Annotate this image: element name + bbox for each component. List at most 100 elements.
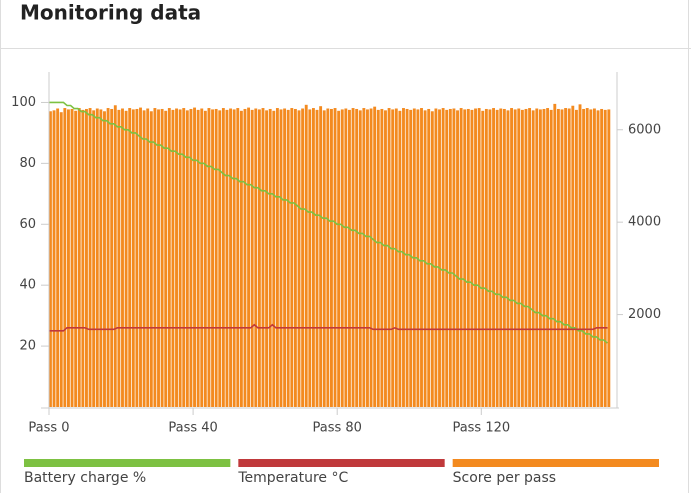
bar (553, 103, 557, 408)
bar (142, 110, 146, 408)
bar (164, 110, 168, 408)
bar (524, 108, 528, 407)
bar (275, 108, 279, 407)
x-tick-label: Pass 120 (452, 421, 510, 436)
bar (322, 110, 326, 408)
bar (394, 108, 398, 407)
bar (182, 108, 186, 407)
bar (420, 108, 423, 407)
bar (578, 104, 582, 408)
bar (139, 107, 142, 407)
chart-title: Monitoring data (20, 1, 201, 25)
bar (542, 108, 546, 407)
bar (452, 108, 456, 407)
bar (77, 108, 81, 407)
plot-area: 20 40 60 80 100 2000 4000 6000 Pass 0 Pass 40 Pass… (11, 72, 661, 436)
x-tick-label: Pass 0 (28, 421, 69, 436)
bar (546, 108, 550, 407)
bar (103, 111, 106, 407)
bar (333, 108, 337, 407)
bar (402, 108, 405, 407)
bar (290, 108, 294, 407)
bar (448, 108, 452, 407)
bar (492, 108, 495, 407)
bar (243, 108, 247, 407)
bar (564, 108, 568, 407)
bar (427, 108, 431, 407)
line (49, 101, 608, 344)
bar (311, 108, 315, 407)
bar (585, 108, 589, 407)
bar (308, 109, 312, 408)
bar (531, 110, 535, 408)
bar (153, 108, 157, 407)
bar (520, 109, 524, 408)
bar (178, 109, 182, 408)
bar (56, 108, 60, 407)
bar (63, 108, 67, 407)
bar (495, 109, 499, 408)
bar (117, 109, 121, 408)
bar (297, 110, 301, 408)
bar (470, 109, 474, 408)
bar (571, 105, 575, 408)
bar (49, 111, 52, 407)
legend-swatch (452, 459, 659, 467)
bar (70, 108, 74, 407)
bar (477, 108, 481, 407)
bar (481, 110, 485, 408)
bar (355, 108, 359, 407)
bar (52, 110, 56, 408)
bar (272, 110, 276, 408)
y2-tick-label: 6000 (628, 122, 661, 137)
bar (229, 108, 233, 407)
bar (513, 109, 517, 408)
bar (232, 109, 236, 408)
bar (351, 108, 355, 407)
bar (463, 109, 467, 408)
bar (510, 108, 514, 407)
bar (74, 110, 78, 408)
bar (499, 108, 503, 407)
bar (254, 108, 258, 407)
bar (430, 111, 434, 407)
y-tick-label: 40 (19, 278, 36, 293)
bar (99, 109, 103, 408)
bar (106, 108, 110, 407)
bar (67, 109, 70, 408)
bar (484, 108, 488, 407)
bar (261, 108, 265, 407)
bar (128, 108, 132, 407)
bar (502, 108, 506, 407)
bar (380, 108, 384, 407)
bar (196, 109, 200, 408)
bar (265, 110, 269, 408)
bar (59, 112, 63, 407)
bar (398, 110, 402, 408)
bar (171, 109, 175, 408)
bar (488, 109, 492, 408)
legend-swatch (24, 459, 231, 467)
bar (384, 110, 387, 408)
bar (157, 109, 160, 408)
bar (203, 110, 207, 408)
bar (146, 108, 150, 407)
bar (200, 108, 204, 407)
x-tick-label: Pass 80 (312, 421, 361, 436)
legend-swatch (238, 459, 445, 467)
bar (405, 108, 409, 407)
bar (221, 108, 225, 407)
bar (149, 111, 153, 407)
bar (326, 108, 330, 407)
bar (348, 109, 351, 408)
bar (110, 108, 114, 407)
bar (257, 109, 261, 408)
legend-label: Battery charge % (24, 470, 146, 486)
bar (189, 108, 193, 407)
bar (286, 109, 290, 408)
bar (167, 108, 171, 407)
bar (218, 110, 222, 408)
bar (92, 110, 96, 408)
bar (236, 108, 240, 407)
bar (549, 109, 553, 408)
